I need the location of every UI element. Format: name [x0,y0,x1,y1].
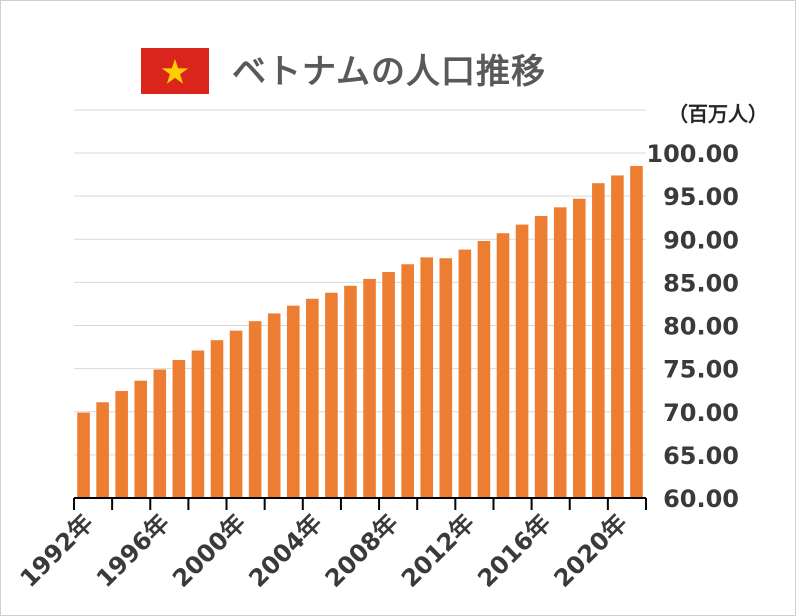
bar [401,264,414,498]
bar [172,360,186,498]
y-tick-label: 75.00 [663,356,739,384]
bar [286,305,300,498]
x-tick-label: 1992年 [15,509,99,593]
bar [630,165,643,498]
vietnam-flag-icon [141,48,209,94]
bar [515,224,529,498]
bar [439,258,453,498]
bar [153,369,167,498]
x-tick-label: 2012年 [396,509,480,593]
y-tick-label: 90.00 [663,226,739,254]
y-tick-label: 65.00 [663,442,739,470]
bar [77,412,90,498]
x-tick-label: 1996年 [91,509,175,593]
x-tick-label: 2000年 [167,509,251,593]
bar [496,233,510,498]
bar [611,175,624,499]
bar [306,298,319,498]
chart-title: ベトナムの人口推移 [232,52,546,92]
y-tick-label: 100.00 [646,140,739,168]
bar [325,292,338,498]
flag-star [161,59,189,84]
bar [134,380,148,498]
y-tick-label: 70.00 [663,399,739,427]
bar [210,340,224,498]
bar [553,207,567,498]
bar [229,330,243,498]
bar [248,321,262,498]
bar [191,350,205,498]
x-tick-label: 2008年 [320,509,404,593]
y-tick-label: 85.00 [663,269,739,297]
bar [344,285,357,498]
bar [363,278,376,498]
y-tick-label: 80.00 [663,313,739,341]
x-tick-label: 2020年 [549,509,633,593]
bar [382,272,395,498]
bar [96,402,109,498]
bar [572,198,586,498]
bar [420,257,434,498]
x-tick-label: 2016年 [472,509,556,593]
y-tick-label: 60.00 [663,485,739,513]
y-tick-label: 95.00 [663,183,739,211]
bar [534,215,548,498]
bar [477,240,491,498]
bar [458,249,472,498]
y-axis-unit-label: （百万人） [668,102,768,126]
x-tick-label: 2004年 [243,509,327,593]
bar [115,391,128,498]
bar [592,183,605,498]
bar [267,313,281,498]
